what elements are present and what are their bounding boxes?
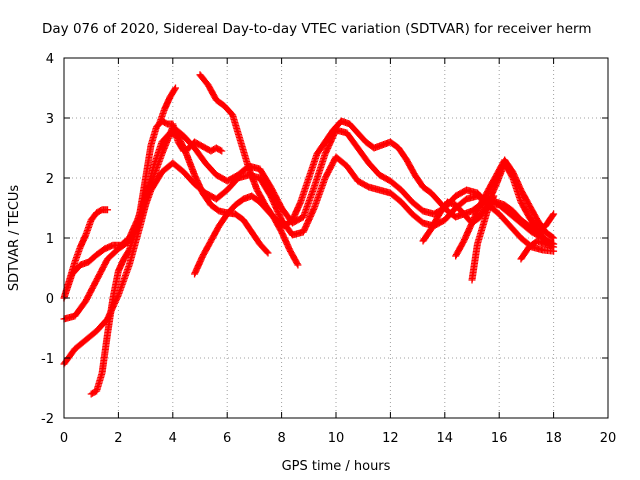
x-tick-label: 0 bbox=[60, 431, 68, 446]
series-track-10 bbox=[452, 156, 558, 260]
series-track-12 bbox=[517, 237, 558, 263]
data-point bbox=[550, 234, 558, 242]
data-point bbox=[549, 211, 557, 219]
data-point bbox=[550, 243, 558, 251]
data-point bbox=[171, 85, 179, 93]
data-point bbox=[104, 206, 112, 214]
data-point bbox=[264, 249, 272, 257]
chart-title: Day 076 of 2020, Sidereal Day-to-day VTE… bbox=[42, 21, 592, 37]
grid bbox=[64, 58, 608, 418]
data-series bbox=[60, 71, 558, 398]
x-tick-label: 6 bbox=[223, 431, 231, 446]
x-tick-label: 16 bbox=[491, 431, 508, 446]
x-tick-label: 10 bbox=[328, 431, 345, 446]
y-tick-label: 1 bbox=[46, 232, 54, 247]
data-point bbox=[216, 146, 224, 154]
series-track-4 bbox=[60, 123, 558, 368]
data-point bbox=[294, 261, 302, 269]
x-tick-label: 18 bbox=[545, 431, 562, 446]
series-track-6 bbox=[155, 84, 180, 128]
data-point bbox=[263, 248, 271, 256]
x-axis-label: GPS time / hours bbox=[282, 459, 391, 474]
data-point bbox=[293, 260, 301, 268]
series-track-11 bbox=[468, 192, 498, 284]
y-tick-label: 4 bbox=[46, 52, 54, 67]
x-tick-label: 20 bbox=[600, 431, 617, 446]
x-tick-label: 8 bbox=[277, 431, 285, 446]
y-tick-label: 0 bbox=[46, 292, 54, 307]
y-tick-label: -2 bbox=[41, 412, 54, 427]
series-track-8 bbox=[191, 117, 558, 278]
y-tick-label: -1 bbox=[41, 352, 54, 367]
data-point bbox=[218, 147, 226, 155]
y-tick-label: 2 bbox=[46, 172, 54, 187]
x-tick-label: 4 bbox=[169, 431, 177, 446]
data-point bbox=[490, 192, 498, 200]
data-point bbox=[550, 210, 558, 218]
x-tick-label: 12 bbox=[382, 431, 399, 446]
data-point bbox=[172, 84, 180, 92]
x-tick-label: 2 bbox=[114, 431, 122, 446]
x-tick-label: 14 bbox=[437, 431, 454, 446]
y-axis-label: SDTVAR / TECUs bbox=[7, 185, 22, 292]
y-tick-label: 3 bbox=[46, 112, 54, 127]
data-point bbox=[548, 233, 556, 241]
